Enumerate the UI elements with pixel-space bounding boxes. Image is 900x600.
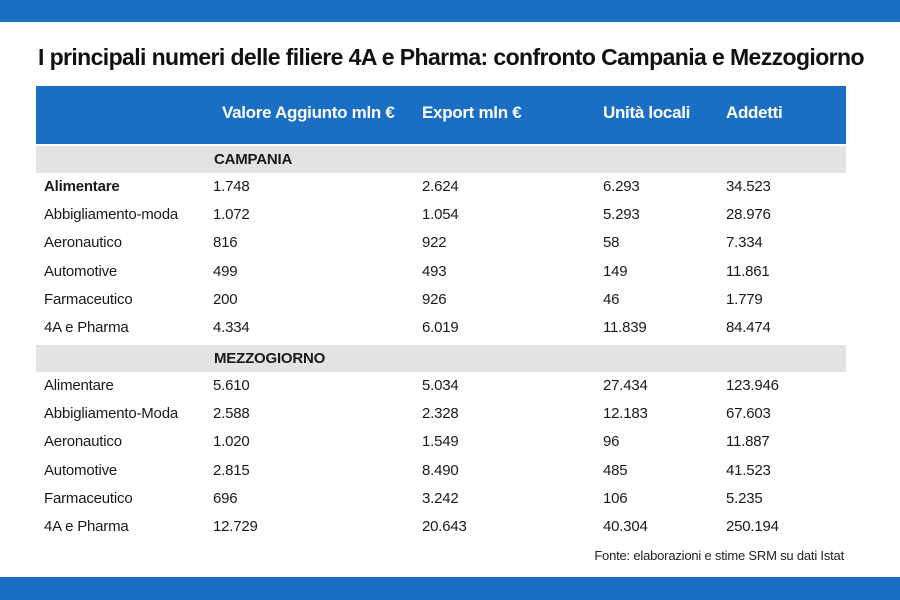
cell-addetti: 11.861 xyxy=(726,263,770,280)
row-label: 4A e Pharma xyxy=(44,319,129,336)
cell-unita-locali: 5.293 xyxy=(603,206,640,223)
table-row: Automotive 499 493 149 11.861 xyxy=(36,259,846,287)
cell-export: 2.328 xyxy=(422,405,459,422)
cell-valore-aggiunto: 2.588 xyxy=(213,405,250,422)
cell-valore-aggiunto: 12.729 xyxy=(213,518,258,535)
table-header: Valore Aggiunto mln € Export mln € Unità… xyxy=(36,86,846,144)
cell-addetti: 1.779 xyxy=(726,291,763,308)
row-label: Alimentare xyxy=(44,377,114,394)
cell-export: 5.034 xyxy=(422,377,459,394)
cell-export: 8.490 xyxy=(422,462,459,479)
table-row: 4A e Pharma 12.729 20.643 40.304 250.194 xyxy=(36,514,846,542)
row-label: Farmaceutico xyxy=(44,291,133,308)
table-row: Automotive 2.815 8.490 485 41.523 xyxy=(36,458,846,486)
cell-unita-locali: 106 xyxy=(603,490,628,507)
cell-addetti: 67.603 xyxy=(726,405,771,422)
table-row: Farmaceutico 200 926 46 1.779 xyxy=(36,287,846,315)
cell-valore-aggiunto: 200 xyxy=(213,291,238,308)
cell-export: 1.054 xyxy=(422,206,459,223)
cell-valore-aggiunto: 696 xyxy=(213,490,238,507)
row-label: Aeronautico xyxy=(44,433,122,450)
cell-valore-aggiunto: 1.072 xyxy=(213,206,250,223)
cell-export: 922 xyxy=(422,234,447,251)
cell-valore-aggiunto: 5.610 xyxy=(213,377,250,394)
cell-valore-aggiunto: 1.748 xyxy=(213,178,250,195)
section-label: MEZZOGIORNO xyxy=(214,350,326,367)
column-header-export: Export mln € xyxy=(422,103,522,122)
table-row: Aeronautico 816 922 58 7.334 xyxy=(36,230,846,258)
cell-export: 6.019 xyxy=(422,319,459,336)
table-row: Abbigliamento-Moda 2.588 2.328 12.183 67… xyxy=(36,401,846,429)
cell-unita-locali: 40.304 xyxy=(603,518,648,535)
section-header-campania: CAMPANIA xyxy=(36,146,846,173)
cell-addetti: 123.946 xyxy=(726,377,779,394)
cell-export: 1.549 xyxy=(422,433,459,450)
cell-export: 926 xyxy=(422,291,447,308)
cell-addetti: 11.887 xyxy=(726,433,770,450)
cell-unita-locali: 96 xyxy=(603,433,620,450)
cell-export: 3.242 xyxy=(422,490,459,507)
table-row: Alimentare 1.748 2.624 6.293 34.523 xyxy=(36,174,846,202)
cell-unita-locali: 11.839 xyxy=(603,319,647,336)
cell-export: 2.624 xyxy=(422,178,459,195)
cell-addetti: 84.474 xyxy=(726,319,771,336)
cell-unita-locali: 27.434 xyxy=(603,377,648,394)
cell-valore-aggiunto: 499 xyxy=(213,263,238,280)
row-label: Automotive xyxy=(44,263,118,280)
cell-unita-locali: 58 xyxy=(603,234,620,251)
table-row: Alimentare 5.610 5.034 27.434 123.946 xyxy=(36,373,846,401)
cell-unita-locali: 149 xyxy=(603,263,628,280)
column-header-unita-locali: Unità locali xyxy=(603,103,691,122)
row-label: Abbigliamento-moda xyxy=(44,206,178,223)
table-row: Abbigliamento-moda 1.072 1.054 5.293 28.… xyxy=(36,202,846,230)
row-label: Alimentare xyxy=(44,178,120,195)
cell-addetti: 5.235 xyxy=(726,490,763,507)
cell-unita-locali: 46 xyxy=(603,291,620,308)
top-accent-band xyxy=(0,0,900,22)
column-header-addetti: Addetti xyxy=(726,103,783,122)
cell-addetti: 250.194 xyxy=(726,518,779,535)
source-note: Fonte: elaborazioni e stime SRM su dati … xyxy=(594,548,844,563)
cell-addetti: 7.334 xyxy=(726,234,763,251)
cell-valore-aggiunto: 4.334 xyxy=(213,319,250,336)
row-label: Farmaceutico xyxy=(44,490,133,507)
cell-addetti: 28.976 xyxy=(726,206,771,223)
cell-valore-aggiunto: 2.815 xyxy=(213,462,250,479)
table-row: Farmaceutico 696 3.242 106 5.235 xyxy=(36,486,846,514)
bottom-accent-band xyxy=(0,577,900,600)
cell-addetti: 41.523 xyxy=(726,462,771,479)
cell-export: 493 xyxy=(422,263,447,280)
cell-export: 20.643 xyxy=(422,518,467,535)
row-label: Aeronautico xyxy=(44,234,122,251)
section-header-mezzogiorno: MEZZOGIORNO xyxy=(36,345,846,372)
table-row: Aeronautico 1.020 1.549 96 11.887 xyxy=(36,429,846,457)
column-header-valore-aggiunto: Valore Aggiunto mln € xyxy=(222,103,395,122)
row-label: Automotive xyxy=(44,462,118,479)
row-label: Abbigliamento-Moda xyxy=(44,405,178,422)
cell-valore-aggiunto: 1.020 xyxy=(213,433,250,450)
section-label: CAMPANIA xyxy=(214,151,293,168)
cell-valore-aggiunto: 816 xyxy=(213,234,238,251)
table-title: I principali numeri delle filiere 4A e P… xyxy=(38,44,865,70)
cell-unita-locali: 6.293 xyxy=(603,178,640,195)
row-label: 4A e Pharma xyxy=(44,518,129,535)
cell-unita-locali: 12.183 xyxy=(603,405,648,422)
table-row: 4A e Pharma 4.334 6.019 11.839 84.474 xyxy=(36,315,846,343)
cell-unita-locali: 485 xyxy=(603,462,628,479)
cell-addetti: 34.523 xyxy=(726,178,771,195)
